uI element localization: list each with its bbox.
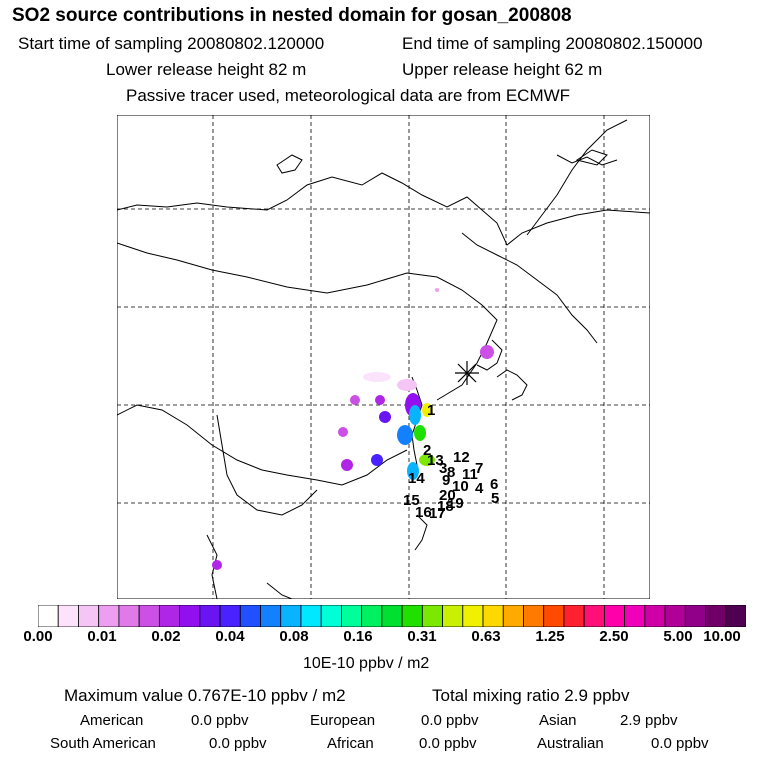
source-label: 6 (490, 476, 498, 493)
page-title: SO2 source contributions in nested domai… (12, 5, 572, 26)
source-label: 10 (452, 478, 469, 495)
source-label: 3 (439, 460, 447, 477)
colorbar-tick: 1.25 (535, 628, 565, 645)
asterisk-icon (455, 361, 479, 385)
colorbar-swatch (320, 605, 342, 627)
colorbar (38, 605, 746, 627)
source-label: 14 (408, 470, 425, 487)
region-value: 0.0 ppbv (651, 735, 709, 752)
colorbar-swatch (664, 605, 686, 627)
colorbar-swatch (239, 605, 261, 627)
colorbar-tick: 0.31 (407, 628, 437, 645)
colorbar-tick: 0.00 (23, 628, 53, 645)
region-name: South American (50, 735, 156, 752)
colorbar-swatch (502, 605, 524, 627)
colorbar-tick: 0.01 (87, 628, 117, 645)
colorbar-swatch (260, 605, 282, 627)
colorbar-swatch (98, 605, 120, 627)
colorbar-swatch (300, 605, 322, 627)
source-label: 17 (429, 505, 446, 522)
region-value: 0.0 ppbv (209, 735, 267, 752)
region-value: 0.0 ppbv (191, 712, 249, 729)
coastlines (117, 119, 650, 599)
colorbar-swatch (57, 605, 79, 627)
source-label: 8 (447, 464, 455, 481)
source-label: 2 (423, 442, 431, 459)
map-panel: 1 2 13 12 8 11 7 9 10 4 6 14 15 20 18 19… (117, 115, 650, 599)
colorbar-swatch (280, 605, 302, 627)
region-value: 2.9 ppbv (620, 712, 678, 729)
tracer-note: Passive tracer used, meteorological data… (126, 86, 571, 105)
colorbar-tick: 0.16 (343, 628, 373, 645)
colorbar-swatch (543, 605, 565, 627)
colorbar-swatch (341, 605, 363, 627)
source-label: 18 (437, 498, 454, 515)
colorbar-swatch (138, 605, 160, 627)
colorbar-tick: 0.02 (151, 628, 181, 645)
colorbar-tick: 0.04 (215, 628, 245, 645)
max-value-label: Maximum value 0.767E-10 ppbv / m2 (64, 686, 346, 705)
colorbar-swatch (118, 605, 140, 627)
colorbar-swatch (158, 605, 181, 627)
source-label: 20 (439, 487, 456, 504)
region-name: Asian (539, 712, 577, 729)
region-name: African (327, 735, 374, 752)
source-label: 16 (415, 504, 432, 521)
colorbar-swatch (583, 605, 605, 627)
colorbar-swatch (604, 605, 626, 627)
lower-height-label: Lower release height 82 m (106, 60, 307, 79)
colorbar-swatch (361, 605, 383, 627)
colorbar-swatch (462, 605, 484, 627)
source-label: 4 (475, 480, 484, 497)
start-time-label: Start time of sampling 20080802.120000 (18, 34, 325, 53)
map-gridlines (117, 115, 650, 599)
colorbar-swatch (523, 605, 545, 627)
colorbar-swatch (644, 605, 666, 627)
colorbar-swatch (401, 605, 423, 627)
source-label: 1 (427, 402, 435, 419)
source-label: 7 (475, 460, 483, 477)
colorbar-swatch (381, 605, 403, 627)
colorbar-swatch (179, 605, 201, 627)
source-label: 11 (462, 466, 478, 483)
source-label: 5 (491, 490, 499, 507)
region-value: 0.0 ppbv (421, 712, 479, 729)
colorbar-swatch (219, 605, 241, 627)
region-name: Australian (537, 735, 604, 752)
colorbar-swatch (421, 605, 443, 627)
source-label: 12 (453, 449, 470, 466)
region-value: 0.0 ppbv (419, 735, 477, 752)
colorbar-swatch (442, 605, 464, 627)
source-label: 15 (403, 492, 420, 509)
map-frame (117, 115, 650, 599)
source-label-group: 1 2 13 12 8 11 7 9 10 4 6 14 15 20 18 19… (403, 402, 499, 522)
colorbar-swatch (199, 605, 221, 627)
total-mixing-label: Total mixing ratio 2.9 ppbv (432, 686, 630, 705)
colorbar-units: 10E-10 ppbv / m2 (303, 655, 430, 672)
colorbar-swatch (684, 605, 706, 627)
colorbar-tick: 2.50 (599, 628, 629, 645)
colorbar-swatch (705, 605, 727, 627)
colorbar-swatch (482, 605, 504, 627)
source-label: 9 (442, 472, 450, 489)
upper-height-label: Upper release height 62 m (402, 60, 603, 79)
colorbar-tick: 0.63 (471, 628, 501, 645)
colorbar-swatch (563, 605, 585, 627)
colorbar-tick: 0.08 (279, 628, 309, 645)
colorbar-swatch (78, 605, 100, 627)
source-label: 19 (447, 495, 464, 512)
source-label: 13 (427, 452, 444, 469)
region-name: European (310, 712, 376, 729)
colorbar-tick: 10.00 (703, 628, 741, 645)
region-name: American (80, 712, 144, 729)
colorbar-swatch (38, 605, 59, 627)
colorbar-tick: 5.00 (663, 628, 693, 645)
concentration-field (212, 288, 494, 570)
colorbar-swatch (624, 605, 646, 627)
colorbar-swatch (725, 605, 746, 627)
end-time-label: End time of sampling 20080802.150000 (402, 34, 703, 53)
